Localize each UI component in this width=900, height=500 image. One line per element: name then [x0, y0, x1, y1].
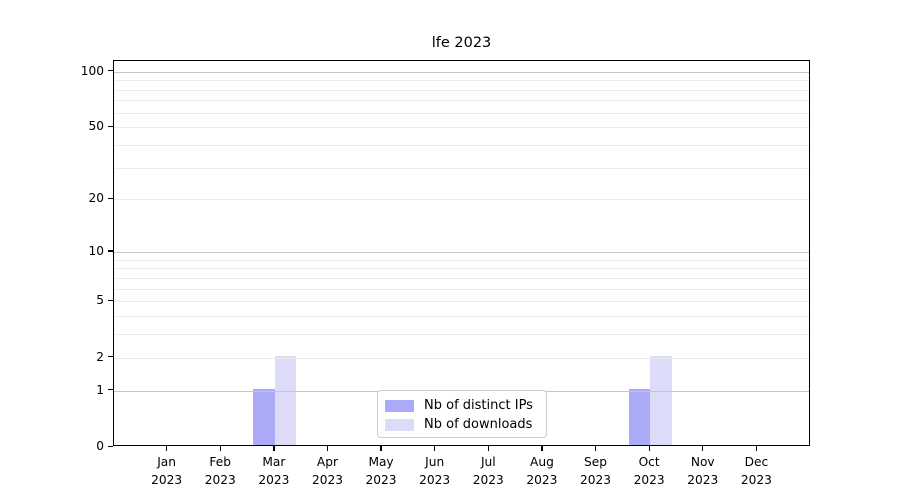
gridline-minor: [114, 277, 809, 279]
y-axis-tick: [108, 70, 113, 72]
x-axis-tick-label: Mar 2023: [258, 455, 290, 487]
x-axis-tick-label: Jun 2023: [419, 455, 451, 487]
y-axis-tick: [108, 299, 113, 302]
bar-nb-of-downloads-mar-2023: [274, 355, 297, 445]
y-axis-tick: [108, 197, 113, 200]
legend: Nb of distinct IPs Nb of downloads: [377, 390, 547, 438]
gridline-minor: [114, 288, 809, 290]
x-axis-tick-label: May 2023: [365, 455, 397, 487]
x-axis-tick-label: Dec 2023: [740, 455, 772, 487]
gridline-minor: [114, 316, 809, 318]
bar-nb-of-distinct-ips-mar-2023: [253, 388, 275, 445]
gridline-minor: [114, 334, 809, 336]
x-axis-tick: [487, 446, 489, 451]
gridline-minor: [114, 89, 809, 91]
legend-swatch-distinct-ips-icon: [385, 399, 414, 412]
gridline-minor: [114, 268, 809, 270]
x-axis-tick: [541, 446, 543, 451]
gridline-minor: [114, 144, 809, 146]
y-axis-tick-label: 2: [96, 349, 104, 364]
y-axis-tick-label: 5: [96, 293, 104, 308]
x-axis-tick: [594, 446, 597, 451]
x-axis-tick: [755, 446, 758, 451]
x-axis-tick-label: Oct 2023: [633, 455, 665, 487]
x-axis-tick: [166, 446, 168, 451]
legend-label-distinct-ips: Nb of distinct IPs: [424, 397, 533, 413]
gridline-minor: [114, 357, 809, 359]
gridline-minor: [114, 80, 809, 82]
plot-area: [113, 60, 810, 446]
gridline-minor: [114, 301, 809, 303]
x-axis-tick: [380, 446, 382, 451]
gridline-minor: [114, 199, 809, 201]
y-axis-tick: [108, 250, 113, 252]
x-axis-tick: [273, 446, 275, 451]
y-axis-tick: [108, 125, 113, 127]
x-axis-tick: [434, 446, 436, 451]
x-axis-tick-label: Apr 2023: [311, 455, 343, 487]
y-axis-tick-label: 100: [80, 63, 104, 78]
x-axis-tick: [702, 446, 704, 451]
gridline-minor: [114, 259, 809, 261]
gridline-major: [114, 71, 809, 73]
gridline-minor: [114, 127, 809, 129]
bar-nb-of-downloads-oct-2023: [650, 355, 672, 445]
legend-label-downloads: Nb of downloads: [424, 416, 533, 432]
gridline-minor: [114, 100, 809, 102]
x-axis-tick-label: Nov 2023: [687, 455, 719, 487]
y-axis-tick-label: 0: [96, 439, 104, 453]
chart-title: lfe 2023: [431, 35, 492, 51]
bar-nb-of-distinct-ips-oct-2023: [628, 388, 651, 445]
x-axis-tick: [326, 446, 329, 451]
gridline-minor: [114, 112, 809, 114]
x-axis-tick-label: Feb 2023: [204, 455, 236, 487]
x-axis-tick-label: Sep 2023: [580, 455, 612, 487]
y-axis-tick-label: 1: [96, 382, 104, 397]
x-axis-tick: [219, 446, 221, 451]
gridline-major: [114, 251, 809, 253]
gridline-minor: [114, 167, 809, 169]
y-axis-tick-label: 50: [88, 119, 104, 134]
y-axis-tick: [108, 356, 113, 358]
y-axis-tick-label: 10: [88, 243, 104, 258]
y-axis-tick: [108, 389, 113, 391]
legend-item-distinct-ips: Nb of distinct IPs: [385, 396, 540, 415]
y-axis-tick: [108, 445, 113, 447]
legend-item-downloads: Nb of downloads: [385, 415, 540, 434]
x-axis-tick-label: Aug 2023: [526, 455, 558, 487]
x-axis-tick-label: Jan 2023: [151, 455, 183, 487]
y-axis-tick-label: 20: [88, 191, 104, 206]
x-axis-tick: [648, 446, 650, 451]
legend-swatch-downloads-icon: [385, 418, 414, 431]
x-axis-tick-label: Jul 2023: [472, 455, 504, 487]
